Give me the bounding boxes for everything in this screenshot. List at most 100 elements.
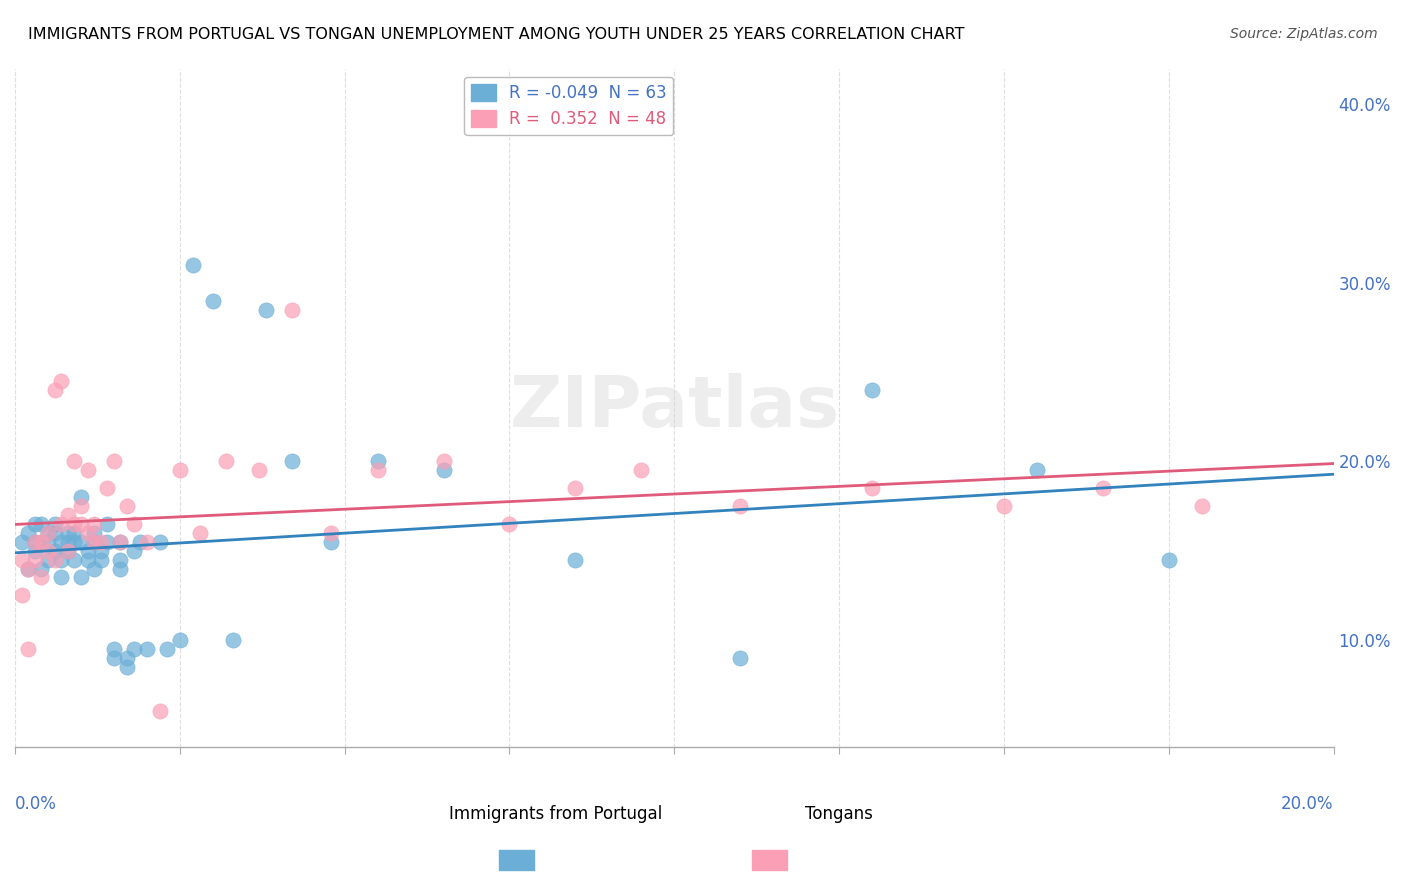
Point bbox=[103, 650, 125, 665]
Point bbox=[30, 561, 52, 575]
Point bbox=[181, 258, 204, 272]
Point bbox=[83, 534, 105, 549]
Point bbox=[30, 534, 52, 549]
Point bbox=[70, 516, 93, 531]
Point bbox=[169, 463, 191, 477]
Point bbox=[1026, 463, 1049, 477]
Point bbox=[728, 499, 751, 513]
Point bbox=[122, 516, 145, 531]
Point bbox=[37, 525, 59, 540]
Point bbox=[70, 490, 93, 504]
Point bbox=[122, 641, 145, 656]
Point bbox=[70, 570, 93, 584]
Point bbox=[221, 632, 243, 647]
Point bbox=[281, 454, 304, 468]
Point bbox=[254, 302, 277, 317]
Point bbox=[24, 543, 46, 558]
Point bbox=[156, 641, 179, 656]
Point bbox=[103, 641, 125, 656]
Point bbox=[76, 543, 98, 558]
Point bbox=[76, 552, 98, 566]
Point bbox=[44, 552, 66, 566]
Point bbox=[10, 552, 32, 566]
Point bbox=[37, 552, 59, 566]
Point bbox=[993, 499, 1015, 513]
Point bbox=[110, 534, 132, 549]
Point bbox=[135, 641, 157, 656]
Point bbox=[24, 552, 46, 566]
Text: Source: ZipAtlas.com: Source: ZipAtlas.com bbox=[1230, 27, 1378, 41]
Point bbox=[564, 481, 586, 495]
Legend: R = -0.049  N = 63, R =  0.352  N = 48: R = -0.049 N = 63, R = 0.352 N = 48 bbox=[464, 77, 673, 135]
Text: 20.0%: 20.0% bbox=[1281, 795, 1334, 813]
Point bbox=[76, 463, 98, 477]
Point bbox=[44, 516, 66, 531]
Point bbox=[1091, 481, 1114, 495]
Point bbox=[49, 374, 72, 388]
Point bbox=[44, 525, 66, 540]
Point bbox=[76, 525, 98, 540]
Point bbox=[83, 525, 105, 540]
Point bbox=[37, 525, 59, 540]
Point bbox=[860, 383, 883, 397]
Point bbox=[115, 499, 138, 513]
Point bbox=[367, 463, 389, 477]
Point bbox=[188, 525, 211, 540]
Point bbox=[24, 534, 46, 549]
Point bbox=[215, 454, 238, 468]
Point bbox=[37, 543, 59, 558]
Point bbox=[90, 552, 112, 566]
Point bbox=[49, 534, 72, 549]
Point bbox=[30, 570, 52, 584]
Point bbox=[63, 552, 86, 566]
Text: IMMIGRANTS FROM PORTUGAL VS TONGAN UNEMPLOYMENT AMONG YOUTH UNDER 25 YEARS CORRE: IMMIGRANTS FROM PORTUGAL VS TONGAN UNEMP… bbox=[28, 27, 965, 42]
Point bbox=[321, 534, 343, 549]
Point bbox=[17, 641, 39, 656]
Point bbox=[17, 525, 39, 540]
Point bbox=[63, 516, 86, 531]
Point bbox=[135, 534, 157, 549]
Point bbox=[110, 552, 132, 566]
Point bbox=[63, 525, 86, 540]
Point bbox=[10, 588, 32, 602]
Point bbox=[56, 525, 79, 540]
Point bbox=[630, 463, 652, 477]
Point bbox=[321, 525, 343, 540]
Point bbox=[56, 543, 79, 558]
Point bbox=[498, 516, 520, 531]
Point bbox=[201, 293, 224, 308]
Point bbox=[122, 543, 145, 558]
Point bbox=[90, 534, 112, 549]
Text: 0.0%: 0.0% bbox=[15, 795, 56, 813]
Text: Immigrants from Portugal: Immigrants from Portugal bbox=[449, 805, 662, 822]
Point bbox=[149, 534, 172, 549]
Point bbox=[110, 561, 132, 575]
Point bbox=[83, 561, 105, 575]
Point bbox=[83, 534, 105, 549]
Point bbox=[17, 561, 39, 575]
Point bbox=[129, 534, 152, 549]
Point bbox=[70, 499, 93, 513]
Point bbox=[44, 543, 66, 558]
Point bbox=[1157, 552, 1180, 566]
Point bbox=[83, 516, 105, 531]
Text: ZIPatlas: ZIPatlas bbox=[509, 374, 839, 442]
Point bbox=[30, 516, 52, 531]
Point bbox=[44, 383, 66, 397]
Point bbox=[367, 454, 389, 468]
Point bbox=[96, 481, 118, 495]
Point bbox=[247, 463, 270, 477]
Point bbox=[56, 508, 79, 522]
Point bbox=[103, 454, 125, 468]
Point bbox=[149, 705, 172, 719]
Point bbox=[24, 534, 46, 549]
Point bbox=[115, 650, 138, 665]
Point bbox=[49, 516, 72, 531]
Point bbox=[169, 632, 191, 647]
Point bbox=[860, 481, 883, 495]
Text: Tongans: Tongans bbox=[806, 805, 873, 822]
Point bbox=[90, 543, 112, 558]
Point bbox=[37, 534, 59, 549]
Point bbox=[564, 552, 586, 566]
Point bbox=[24, 516, 46, 531]
